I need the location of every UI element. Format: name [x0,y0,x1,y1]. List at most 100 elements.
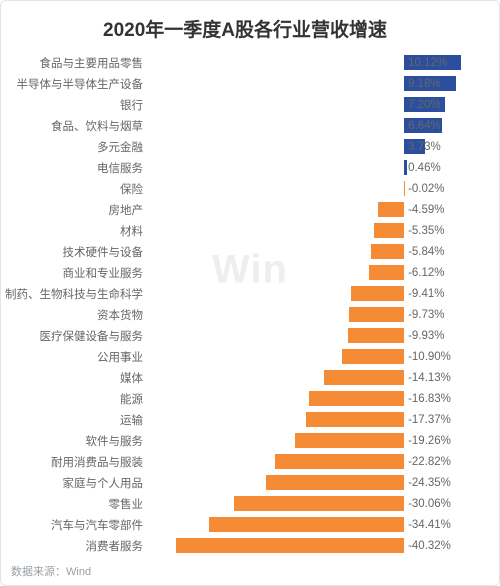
plot-area: 9.18% [149,73,489,94]
chart-row: 汽车与汽车零部件 -34.41% [1,514,489,535]
bar-negative [324,370,404,386]
chart-row: 媒体 -14.13% [1,367,489,388]
chart-title: 2020年一季度A股各行业营收增速 [1,15,489,42]
category-label: 电信服务 [1,160,149,176]
bar-negative [371,244,404,260]
chart-row: 资本货物-9.73% [1,304,489,325]
category-label: 资本货物 [1,307,149,323]
chart-row: 零售业-30.06% [1,493,489,514]
chart-row: 医疗保健设备与服务-9.93% [1,325,489,346]
data-source-label: 数据来源：Wind [11,563,91,579]
plot-area: -16.83% [149,388,489,409]
plot-area: -40.32% [149,535,489,556]
bar-negative [378,202,404,218]
chart-row: 家庭与个人用品-24.35% [1,472,489,493]
value-label: 3.73% [408,136,441,157]
value-label: -9.41% [408,283,444,304]
category-label: 食品、饮料与烟草 [1,118,149,134]
chart-row: 能源 -16.83% [1,388,489,409]
category-label: 制药、生物科技与生命科学 [1,286,149,302]
chart-row: 半导体与半导体生产设备9.18% [1,73,489,94]
value-label: 7.20% [408,94,441,115]
bar-negative [342,349,404,365]
value-label: -34.41% [408,514,451,535]
chart-row: 多元金融 3.73% [1,136,489,157]
category-label: 公用事业 [1,349,149,365]
bar-negative [295,433,404,449]
category-label: 能源 [1,391,149,407]
bar-negative [348,328,404,344]
chart-row: 公用事业 -10.90% [1,346,489,367]
plot-area: -14.13% [149,367,489,388]
chart-row: 银行 7.20% [1,94,489,115]
category-label: 材料 [1,223,149,239]
chart-row: 食品与主要用品零售 10.12% [1,52,489,73]
plot-area: -17.37% [149,409,489,430]
category-label: 半导体与半导体生产设备 [1,76,149,92]
bar-negative [234,496,404,512]
chart-row: 食品、饮料与烟草 6.64% [1,115,489,136]
category-label: 保险 [1,181,149,197]
category-label: 房地产 [1,202,149,218]
category-label: 软件与服务 [1,433,149,449]
value-label: 10.12% [408,52,447,73]
plot-area: -0.02% [149,178,489,199]
plot-area: -10.90% [149,346,489,367]
plot-area: -22.82% [149,451,489,472]
value-label: -40.32% [408,535,451,556]
plot-area: -34.41% [149,514,489,535]
plot-area: 0.46% [149,157,489,178]
bar-negative [349,307,404,323]
chart-row: 软件与服务-19.26% [1,430,489,451]
category-label: 零售业 [1,496,149,512]
plot-area: -5.35% [149,220,489,241]
chart-row: 耐用消费品与服装 -22.82% [1,451,489,472]
bar-negative [309,391,404,407]
category-label: 媒体 [1,370,149,386]
chart-row: 运输-17.37% [1,409,489,430]
bar-negative [369,265,404,281]
chart-row: 保险-0.02% [1,178,489,199]
plot-area: 7.20% [149,94,489,115]
chart-row: 消费者服务 -40.32% [1,535,489,556]
bar-negative [374,223,404,239]
value-label: 6.64% [408,115,441,136]
category-label: 耐用消费品与服装 [1,454,149,470]
value-label: -16.83% [408,388,451,409]
category-label: 食品与主要用品零售 [1,55,149,71]
value-label: 0.46% [408,157,441,178]
value-label: -5.35% [408,220,444,241]
bar-negative [275,454,404,470]
category-label: 汽车与汽车零部件 [1,517,149,533]
category-label: 消费者服务 [1,538,149,554]
chart-row: 房地产 -4.59% [1,199,489,220]
value-label: -10.90% [408,346,451,367]
bar-negative [266,475,404,491]
category-label: 多元金融 [1,139,149,155]
value-label: -6.12% [408,262,444,283]
plot-area: -6.12% [149,262,489,283]
bar-chart: 食品与主要用品零售10.12%半导体与半导体生产设备9.18%银行7.20%食品… [1,52,489,556]
plot-area: -30.06% [149,493,489,514]
bar-negative [209,517,404,533]
plot-area: -4.59% [149,199,489,220]
category-label: 家庭与个人用品 [1,475,149,491]
chart-row: 制药、生物科技与生命科学 -9.41% [1,283,489,304]
category-label: 医疗保健设备与服务 [1,328,149,344]
plot-area: -9.73% [149,304,489,325]
plot-area: -9.93% [149,325,489,346]
bar-negative [176,538,404,554]
value-label: -22.82% [408,451,451,472]
value-label: -4.59% [408,199,444,220]
plot-area: 3.73% [149,136,489,157]
bar-positive [404,160,407,176]
category-label: 银行 [1,97,149,113]
value-label: -5.84% [408,241,444,262]
value-label: -14.13% [408,367,451,388]
plot-area: -24.35% [149,472,489,493]
category-label: 商业和专业服务 [1,265,149,281]
chart-row: 技术硬件与设备-5.84% [1,241,489,262]
plot-area: -5.84% [149,241,489,262]
bar-negative [306,412,404,428]
chart-row: 材料 -5.35% [1,220,489,241]
